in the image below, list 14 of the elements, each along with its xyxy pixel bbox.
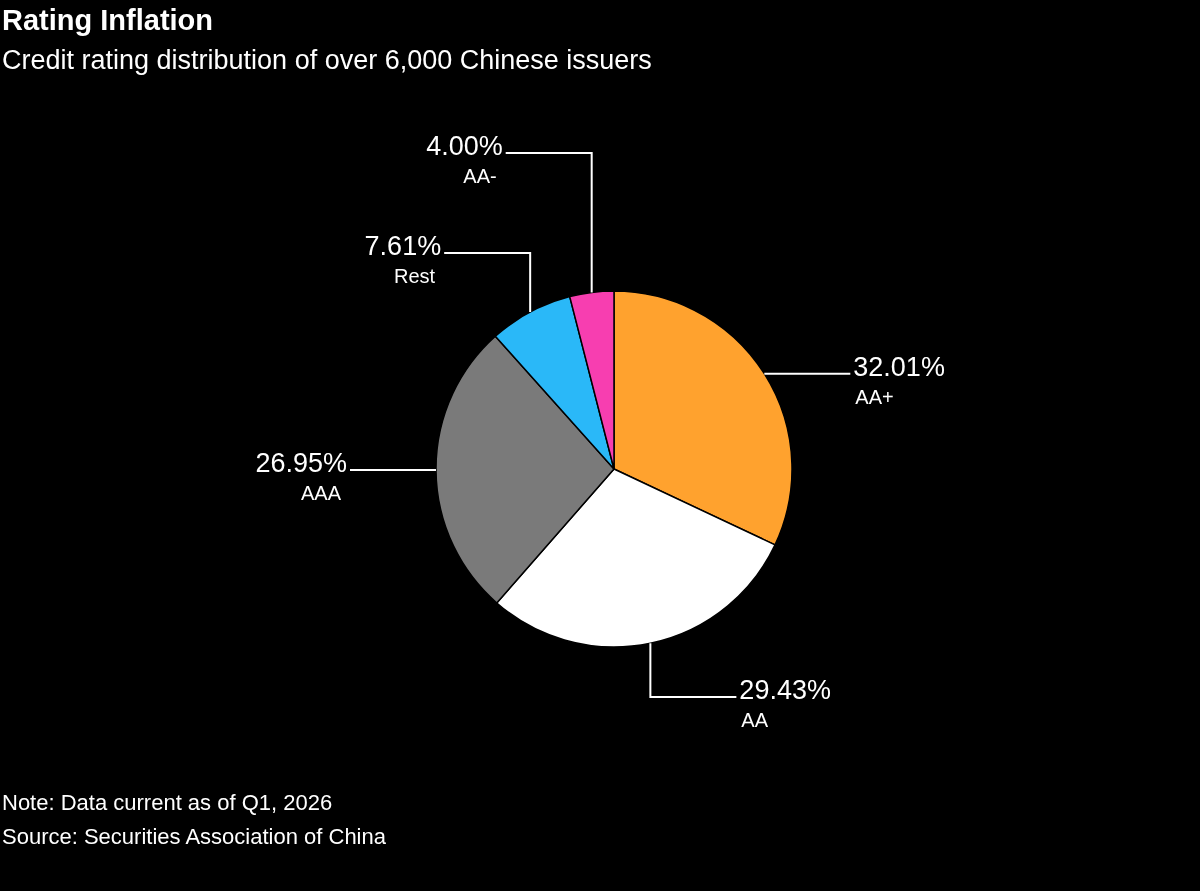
data-label: 4.00% <box>426 131 503 161</box>
chart-title: Rating Inflation <box>2 4 214 36</box>
source-note: Source: Securities Association of China <box>2 824 387 849</box>
data-label: 32.01% <box>853 351 945 382</box>
chart-subtitle: Credit rating distribution of over 6,000 Chinese issuers <box>2 45 652 75</box>
data-label: 26.95% <box>255 447 347 478</box>
slice-label: AA <box>741 709 769 731</box>
slice-label: Rest <box>394 265 436 287</box>
slice-label: AA+ <box>855 385 894 408</box>
slice-label: AAA <box>300 481 342 504</box>
text: Note: Data current as of Q1, 2026 <box>2 790 333 815</box>
data-label: 29.43% <box>739 675 831 705</box>
slice-label: AA- <box>463 165 497 187</box>
data-label: 7.61% <box>364 231 442 261</box>
